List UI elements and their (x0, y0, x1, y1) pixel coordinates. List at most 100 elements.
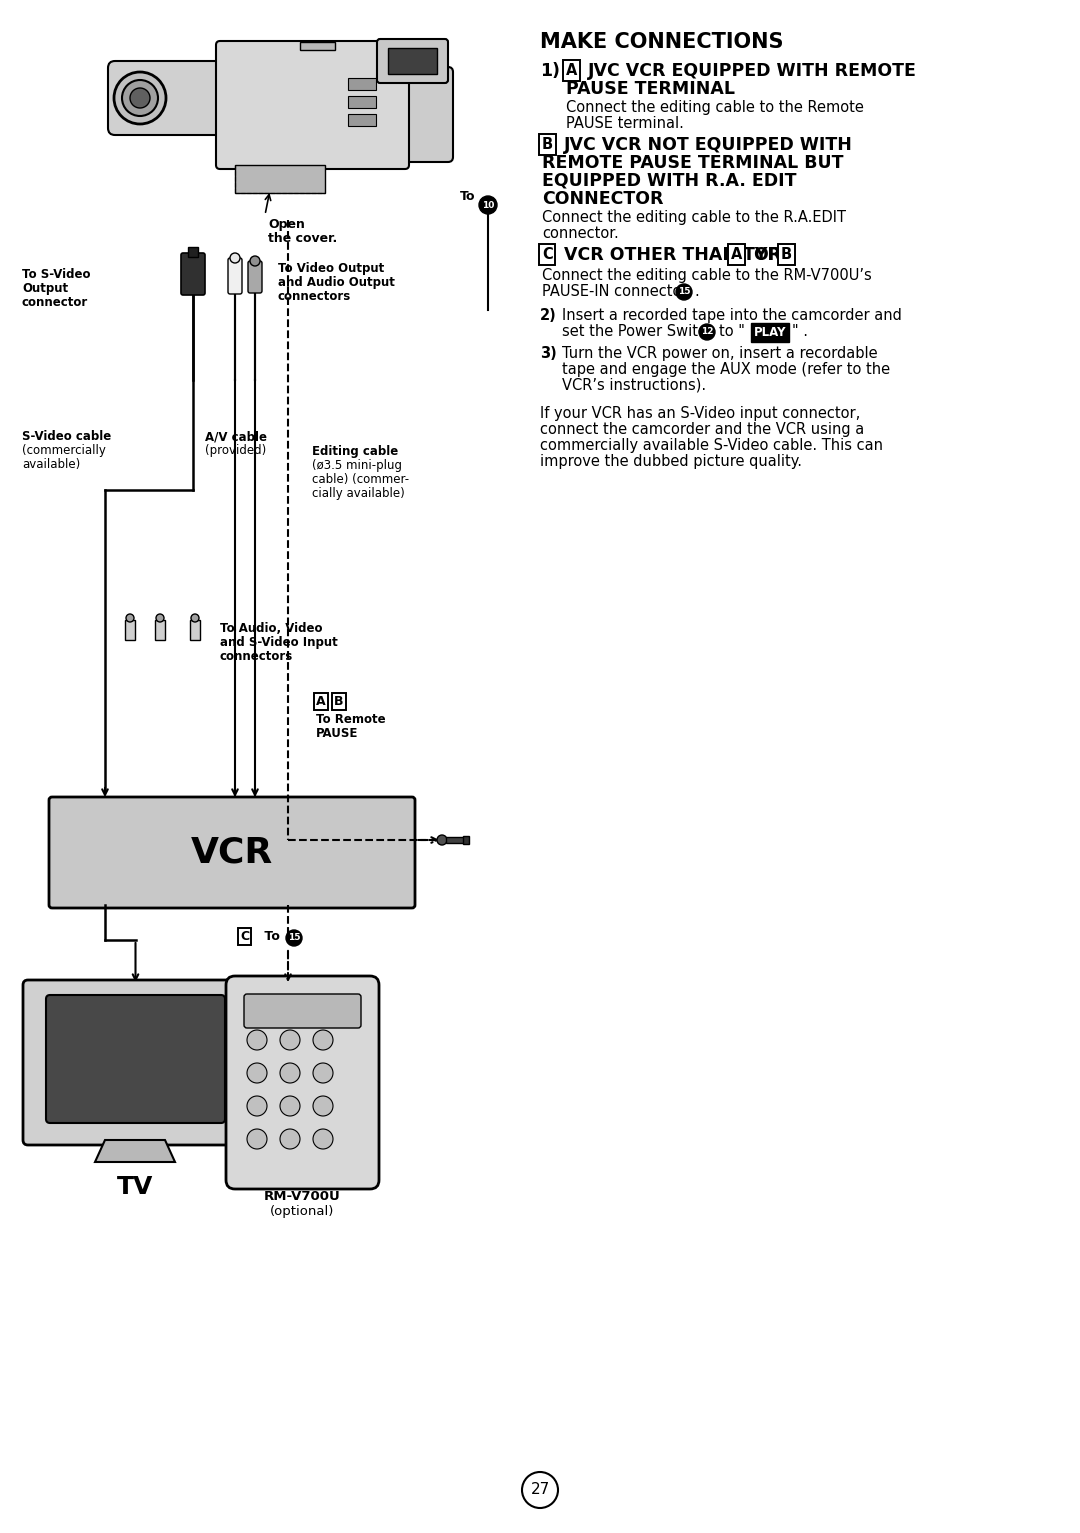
Text: PLAY: PLAY (754, 327, 786, 339)
Circle shape (313, 1030, 333, 1050)
Circle shape (676, 284, 692, 300)
Text: Turn the VCR power on, insert a recordable: Turn the VCR power on, insert a recordab… (562, 346, 878, 360)
Text: 12: 12 (701, 328, 713, 337)
FancyBboxPatch shape (46, 995, 225, 1124)
Text: available): available) (22, 458, 80, 471)
Text: improve the dubbed picture quality.: improve the dubbed picture quality. (540, 454, 802, 469)
Circle shape (313, 1096, 333, 1116)
FancyBboxPatch shape (377, 38, 448, 83)
FancyBboxPatch shape (248, 261, 262, 293)
Text: the cover.: the cover. (268, 231, 337, 245)
Bar (348, 97, 376, 107)
Bar (235, 166, 325, 193)
Text: 1): 1) (540, 61, 561, 80)
Text: 27: 27 (530, 1482, 550, 1498)
Circle shape (437, 835, 447, 845)
Circle shape (286, 931, 302, 946)
Text: VCR: VCR (191, 835, 273, 869)
Circle shape (280, 1096, 300, 1116)
Text: to ": to " (719, 323, 750, 339)
Text: commercially available S-Video cable. This can: commercially available S-Video cable. Th… (540, 438, 883, 452)
Text: CONNECTOR: CONNECTOR (542, 190, 663, 208)
Text: B: B (542, 136, 553, 152)
Text: A: A (731, 247, 742, 262)
Circle shape (156, 615, 164, 622)
Text: (commercially: (commercially (22, 445, 106, 457)
Text: PAUSE-IN connector: PAUSE-IN connector (542, 284, 688, 299)
Text: JVC VCR EQUIPPED WITH REMOTE: JVC VCR EQUIPPED WITH REMOTE (588, 61, 917, 80)
Circle shape (280, 1128, 300, 1150)
Text: cable) (commer-: cable) (commer- (312, 474, 409, 486)
Text: (ø3.5 mini-plug: (ø3.5 mini-plug (312, 458, 402, 472)
Text: Connect the editing cable to the R.A.EDIT: Connect the editing cable to the R.A.EDI… (542, 210, 846, 225)
Bar (300, 41, 335, 51)
FancyBboxPatch shape (181, 253, 205, 294)
Circle shape (249, 256, 260, 267)
Text: connector.: connector. (542, 225, 619, 241)
FancyBboxPatch shape (49, 797, 415, 908)
Text: cially available): cially available) (312, 487, 405, 500)
Text: Output: Output (22, 282, 68, 294)
Text: Editing cable: Editing cable (312, 445, 399, 458)
Text: To S-Video: To S-Video (22, 268, 91, 281)
FancyBboxPatch shape (228, 258, 242, 294)
Bar (188, 247, 198, 258)
Bar (388, 48, 437, 74)
Text: connectors: connectors (220, 650, 294, 662)
FancyBboxPatch shape (216, 41, 409, 169)
Text: 2): 2) (540, 308, 557, 323)
Circle shape (522, 1472, 558, 1508)
Text: VCR OTHER THAN TYPE: VCR OTHER THAN TYPE (564, 245, 792, 264)
Text: S-Video cable: S-Video cable (22, 429, 111, 443)
FancyBboxPatch shape (226, 977, 379, 1190)
Text: (optional): (optional) (270, 1205, 335, 1219)
Circle shape (699, 323, 715, 340)
Text: If your VCR has an S-Video input connector,: If your VCR has an S-Video input connect… (540, 406, 861, 422)
Text: JVC VCR NOT EQUIPPED WITH: JVC VCR NOT EQUIPPED WITH (564, 136, 853, 153)
Text: To Video Output: To Video Output (278, 262, 384, 274)
Text: PAUSE terminal.: PAUSE terminal. (566, 117, 684, 130)
Text: A/V cable: A/V cable (205, 429, 267, 443)
FancyBboxPatch shape (244, 993, 361, 1029)
Circle shape (230, 253, 240, 264)
Text: (provided): (provided) (205, 445, 267, 457)
Text: VCR’s instructions).: VCR’s instructions). (562, 379, 706, 392)
Text: tape and engage the AUX mode (refer to the: tape and engage the AUX mode (refer to t… (562, 362, 890, 377)
Bar (446, 837, 464, 843)
Text: 10: 10 (482, 201, 495, 210)
Text: PAUSE: PAUSE (316, 727, 359, 740)
Circle shape (313, 1062, 333, 1082)
Circle shape (247, 1030, 267, 1050)
Text: and Audio Output: and Audio Output (278, 276, 395, 290)
Text: To: To (260, 931, 280, 943)
Text: Connect the editing cable to the RM-V700U’s: Connect the editing cable to the RM-V700… (542, 268, 872, 284)
Polygon shape (95, 1141, 175, 1162)
Text: Open: Open (268, 218, 305, 231)
Circle shape (114, 72, 166, 124)
Text: " .: " . (792, 323, 808, 339)
Circle shape (280, 1030, 300, 1050)
Text: 3): 3) (540, 346, 557, 360)
Text: TV: TV (118, 1174, 153, 1199)
Circle shape (313, 1128, 333, 1150)
Text: To Audio, Video: To Audio, Video (220, 622, 323, 635)
Text: A: A (566, 63, 578, 78)
Text: RM-V700U: RM-V700U (265, 1190, 341, 1203)
Text: C: C (240, 931, 249, 943)
Text: .: . (694, 284, 699, 299)
Circle shape (130, 87, 150, 107)
Text: Insert a recorded tape into the camcorder and: Insert a recorded tape into the camcorde… (562, 308, 902, 323)
Text: 15: 15 (678, 288, 690, 296)
Text: Connect the editing cable to the Remote: Connect the editing cable to the Remote (566, 100, 864, 115)
Text: OR: OR (753, 245, 781, 264)
Text: and S-Video Input: and S-Video Input (220, 636, 338, 648)
Text: connect the camcorder and the VCR using a: connect the camcorder and the VCR using … (540, 422, 864, 437)
Bar (463, 835, 469, 845)
Text: A: A (316, 694, 326, 708)
Bar (348, 78, 376, 90)
Text: 15: 15 (287, 934, 300, 943)
Text: EQUIPPED WITH R.A. EDIT: EQUIPPED WITH R.A. EDIT (542, 172, 797, 190)
Bar (190, 619, 200, 639)
Circle shape (122, 80, 158, 117)
Bar (125, 619, 135, 639)
